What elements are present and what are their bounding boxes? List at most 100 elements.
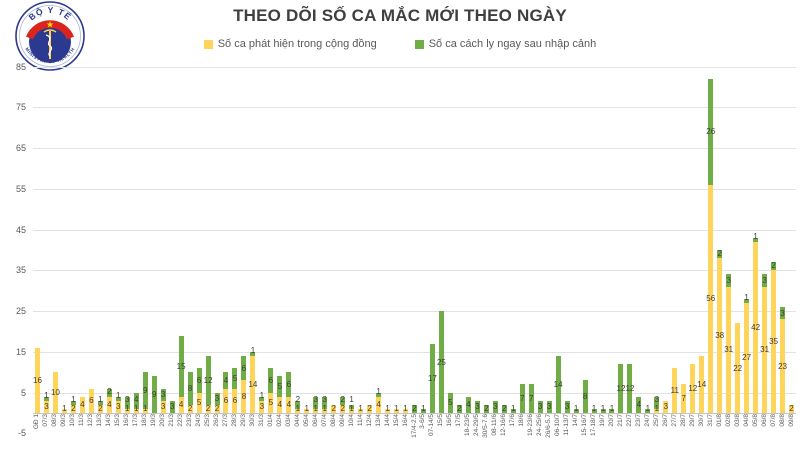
bar-value-label: 1 [349, 403, 354, 413]
bar-value-label: 11 [670, 386, 679, 396]
bar-value-label: 3 [564, 402, 570, 412]
bar-value-label: 6 [232, 396, 238, 406]
x-axis-label: 07/4 [320, 414, 328, 427]
bar-segment-quarantine [106, 388, 112, 397]
bar-value-label: 4 [107, 400, 112, 410]
bar-value-label: 1 [304, 403, 309, 413]
bar-segment-community [187, 404, 193, 413]
bar-value-label: 23 [778, 361, 787, 371]
bar-value-label: 2 [214, 403, 220, 413]
bar-segment-community [133, 408, 139, 413]
bar-segment-quarantine [609, 408, 615, 413]
x-axis-label: 17/6 [509, 414, 517, 427]
bar-segment-quarantine [169, 400, 175, 413]
bar-value-label: 1 [394, 403, 399, 413]
bar-segment-community [259, 400, 265, 413]
bar-segment-community [376, 396, 382, 413]
bar-value-label: 22 [733, 363, 743, 373]
gridline [33, 148, 796, 150]
bar-segment-quarantine [97, 400, 103, 405]
bar-value-label: 10 [50, 388, 60, 398]
bar-segment-quarantine [447, 392, 453, 413]
bar-value-label: 4 [178, 400, 184, 410]
bar-segment-community [214, 404, 220, 413]
bar-segment-quarantine [501, 404, 507, 413]
x-axis-label: 24-29/5 [473, 414, 481, 437]
bar-segment-community [106, 396, 112, 413]
bar-segment-community [313, 408, 319, 413]
bar-segment-community [735, 323, 741, 413]
bar-value-label: 3 [493, 402, 498, 412]
bar-value-label: 3 [44, 402, 49, 412]
y-axis-label: 55 [15, 183, 26, 194]
legend-item-quarantine: Số ca cách ly ngay sau nhập cảnh [414, 38, 596, 50]
bar-value-label: 5 [268, 398, 274, 408]
bar-segment-quarantine [465, 396, 471, 413]
bar-segment-community [250, 355, 256, 413]
bar-segment-quarantine [600, 408, 606, 413]
bar-segment-community [241, 380, 247, 413]
x-axis-label: 06/8 [760, 414, 768, 427]
bar-segment-community [753, 241, 759, 413]
x-axis-label: 18/6 [518, 414, 526, 427]
bar-value-label: 1 [403, 403, 408, 413]
bar-value-label: 1 [591, 403, 597, 413]
bar-segment-quarantine [573, 408, 579, 413]
bar-value-label: 1 [609, 403, 615, 413]
bar-value-label: 3 [313, 394, 318, 404]
bar-value-label: 3 [116, 402, 121, 412]
bar-segment-quarantine [492, 400, 498, 413]
bar-value-label: 2 [789, 403, 794, 413]
bar-segment-community [43, 400, 49, 413]
x-axis-label: 09/4 [338, 414, 346, 427]
bar-segment-quarantine [187, 372, 193, 405]
bar-segment-community [277, 396, 283, 413]
x-axis-label: 11/4 [356, 414, 364, 427]
bar-segment-quarantine [582, 380, 588, 413]
bar-value-label: 2 [717, 248, 722, 258]
bar-value-label: 1 [385, 403, 390, 413]
y-axis-label: 75 [15, 102, 26, 113]
bar-value-label: 1 [654, 403, 660, 413]
bar-value-label: 1 [600, 403, 606, 413]
bar-segment-quarantine [340, 396, 346, 405]
bar-value-label: 1 [645, 403, 651, 413]
bar-value-label: 1 [259, 391, 265, 401]
x-axis-label: 08/8 [778, 414, 786, 427]
bar-segment-community [124, 408, 130, 413]
bar-segment-quarantine [205, 355, 211, 405]
bar-segment-community [726, 286, 732, 413]
bar-segment-community [385, 408, 391, 413]
bar-value-label: 6 [268, 375, 274, 385]
x-axis-label: 22/7 [625, 414, 633, 427]
x-axis-label: 28/7 [679, 414, 687, 427]
x-axis-label: 12-16/6 [500, 414, 508, 437]
bar-segment-community [70, 404, 76, 413]
bar-segment-community [744, 302, 750, 413]
x-axis-label: 27/7 [670, 414, 678, 427]
bar-value-label: 2 [331, 403, 336, 413]
x-axis-label: 09/8 [787, 414, 795, 427]
bar-segment-quarantine [376, 392, 382, 397]
bar-value-label: 16 [33, 375, 42, 385]
bar-value-label: 2 [367, 403, 372, 413]
bar-value-label: 2 [771, 260, 776, 270]
x-axis-label: 19-23/6 [527, 414, 535, 437]
bar-segment-quarantine [43, 396, 49, 401]
bar-value-label: 7 [519, 394, 525, 404]
bar-segment-community [61, 408, 67, 413]
x-axis-label: 05/4 [302, 414, 310, 427]
bar-segment-community [196, 392, 202, 413]
bar-value-label: 31 [724, 345, 734, 355]
bar-segment-quarantine [115, 396, 121, 401]
bar-segment-community [331, 404, 337, 413]
x-axis-label: 31/7 [706, 414, 714, 427]
bar-value-label: 1 [98, 394, 103, 404]
bar-segment-community [358, 408, 364, 413]
bar-value-label: 12 [625, 384, 635, 394]
x-axis-label: 01/8 [715, 414, 723, 427]
bar-segment-community [232, 388, 238, 413]
bar-value-label: 2 [457, 403, 462, 413]
bar-segment-community [97, 404, 103, 413]
bar-value-label: 17 [427, 373, 437, 383]
